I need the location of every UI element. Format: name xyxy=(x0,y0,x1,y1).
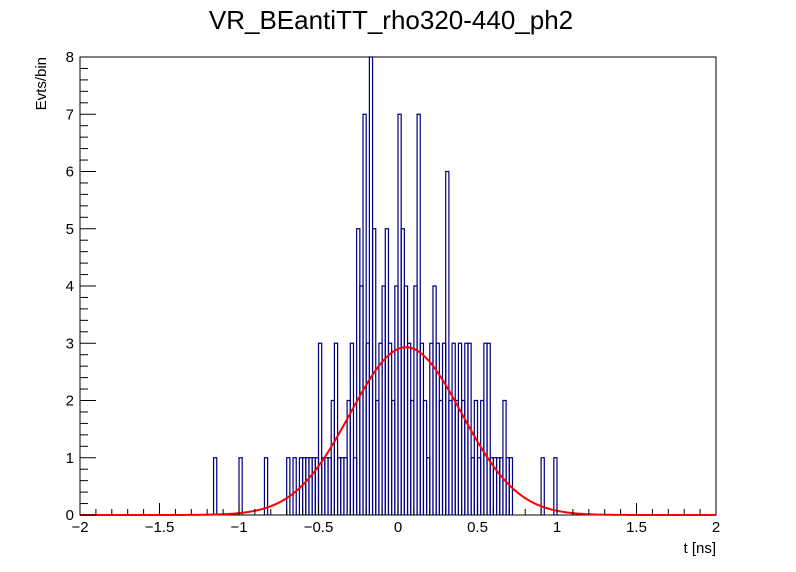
histogram-bin-51 xyxy=(445,170,450,515)
histogram-bin-42 xyxy=(416,113,421,515)
axes: −2 −1.5 −1 −0.5 0 0.5 1 1.5 2 0 1 2 3 4 5 6 7 8 xyxy=(66,49,721,536)
histogram-bin-73 xyxy=(553,457,558,515)
x-tick-label: 0 xyxy=(394,519,402,536)
histogram-bin-11 xyxy=(317,342,323,515)
y-tick-label: 8 xyxy=(66,49,74,66)
x-axis-title: t [ns] xyxy=(683,540,716,557)
histogram-bins xyxy=(212,56,558,515)
histogram-bin-3 xyxy=(286,457,291,515)
x-tick-label: −2 xyxy=(71,519,88,536)
histogram-bin-1 xyxy=(238,457,243,515)
y-tick-label: 5 xyxy=(66,221,74,238)
x-tick-label: 2 xyxy=(712,519,720,536)
histogram-bin-16 xyxy=(333,342,339,515)
x-tick-label: 0.5 xyxy=(467,519,488,536)
histogram-bin-25 xyxy=(362,113,367,515)
histogram-bin-21 xyxy=(349,342,355,515)
y-tick-label: 0 xyxy=(66,507,74,524)
y-tick-label: 7 xyxy=(66,106,74,123)
x-tick-label: −1 xyxy=(230,519,247,536)
x-tick-label: 1.5 xyxy=(626,519,647,536)
x-tick-label: −1.5 xyxy=(145,519,175,536)
histogram-bin-0 xyxy=(212,457,218,515)
y-tick-label: 4 xyxy=(66,278,74,295)
y-tick-label: 2 xyxy=(66,393,74,410)
gaussian-fit-curve xyxy=(80,346,716,516)
y-tick-label: 6 xyxy=(66,164,74,181)
x-tick-label: −0.5 xyxy=(304,519,334,536)
histogram-bin-4 xyxy=(292,457,297,515)
x-tick-label: 1 xyxy=(553,519,561,536)
y-axis-title: Evts/bin xyxy=(33,57,50,110)
histogram-bin-72 xyxy=(540,457,545,515)
chart-title: VR_BEantiTT_rho320-440_ph2 xyxy=(209,5,573,35)
y-tick-label: 1 xyxy=(66,450,74,467)
histogram-bin-2 xyxy=(263,457,269,515)
histogram-bin-64 xyxy=(486,342,491,515)
y-tick-label: 3 xyxy=(66,335,74,352)
